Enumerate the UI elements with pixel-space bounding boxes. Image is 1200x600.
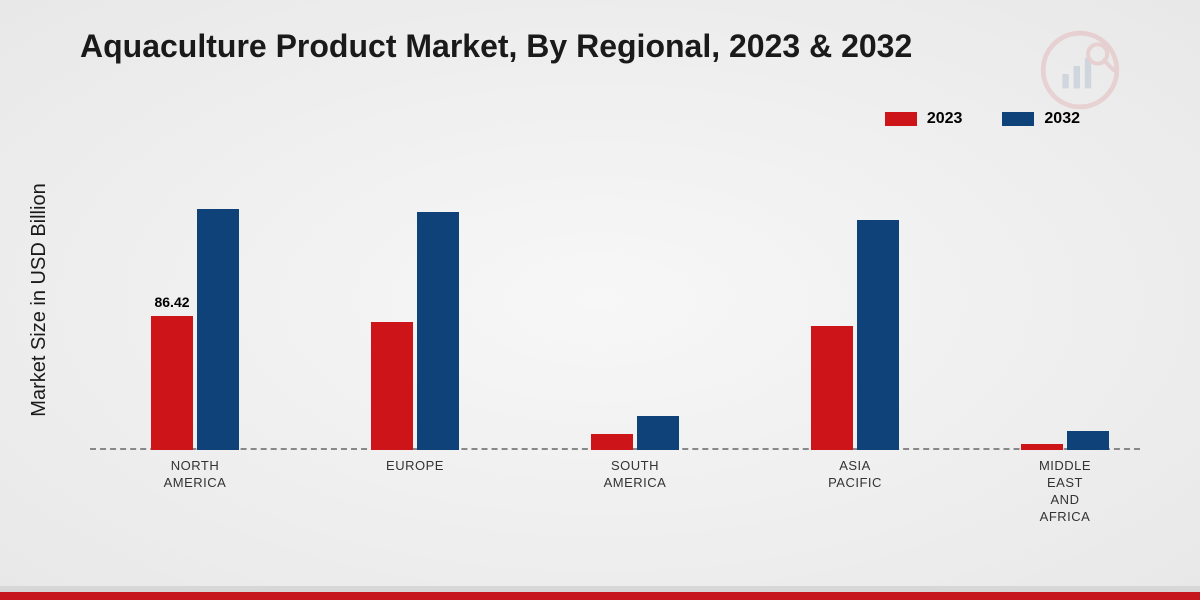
x-axis-category-label: NORTH AMERICA xyxy=(120,458,270,492)
bar-2023: 86.42 xyxy=(151,316,193,450)
bar-2032 xyxy=(1067,431,1109,450)
bar-2032 xyxy=(417,212,459,450)
x-axis-category-label: MIDDLE EAST AND AFRICA xyxy=(990,458,1140,526)
watermark-logo-icon xyxy=(1040,30,1120,110)
legend-item-2032: 2032 xyxy=(1002,110,1080,128)
x-axis-labels: NORTH AMERICA EUROPE SOUTH AMERICA ASIA PAC… xyxy=(90,458,1140,558)
bar-group xyxy=(780,220,930,450)
bar-2032 xyxy=(637,416,679,450)
bar-group xyxy=(340,212,490,450)
bar-2032 xyxy=(197,209,239,450)
plot-area: 86.42 xyxy=(90,170,1140,450)
bar-2023 xyxy=(811,326,853,450)
bar-2023 xyxy=(591,434,633,450)
chart-container: Aquaculture Product Market, By Regional,… xyxy=(0,0,1200,600)
legend-label-2023: 2023 xyxy=(927,110,963,128)
legend-item-2023: 2023 xyxy=(885,110,963,128)
bar-group xyxy=(990,431,1140,450)
legend-swatch-2023 xyxy=(885,112,917,126)
legend-label-2032: 2032 xyxy=(1044,110,1080,128)
x-axis-category-label: EUROPE xyxy=(340,458,490,475)
legend-swatch-2032 xyxy=(1002,112,1034,126)
bar-2023 xyxy=(1021,444,1063,450)
x-axis-category-label: SOUTH AMERICA xyxy=(560,458,710,492)
y-axis-label: Market Size in USD Billion xyxy=(28,120,51,480)
bar-group: 86.42 xyxy=(120,209,270,450)
x-axis-category-label: ASIA PACIFIC xyxy=(780,458,930,492)
bar-group xyxy=(560,416,710,450)
bar-value-label: 86.42 xyxy=(154,294,189,310)
bar-2023 xyxy=(371,322,413,450)
legend: 2023 2032 xyxy=(885,110,1080,128)
chart-title: Aquaculture Product Market, By Regional,… xyxy=(80,28,912,65)
footer-accent-bar xyxy=(0,586,1200,600)
bar-2032 xyxy=(857,220,899,450)
